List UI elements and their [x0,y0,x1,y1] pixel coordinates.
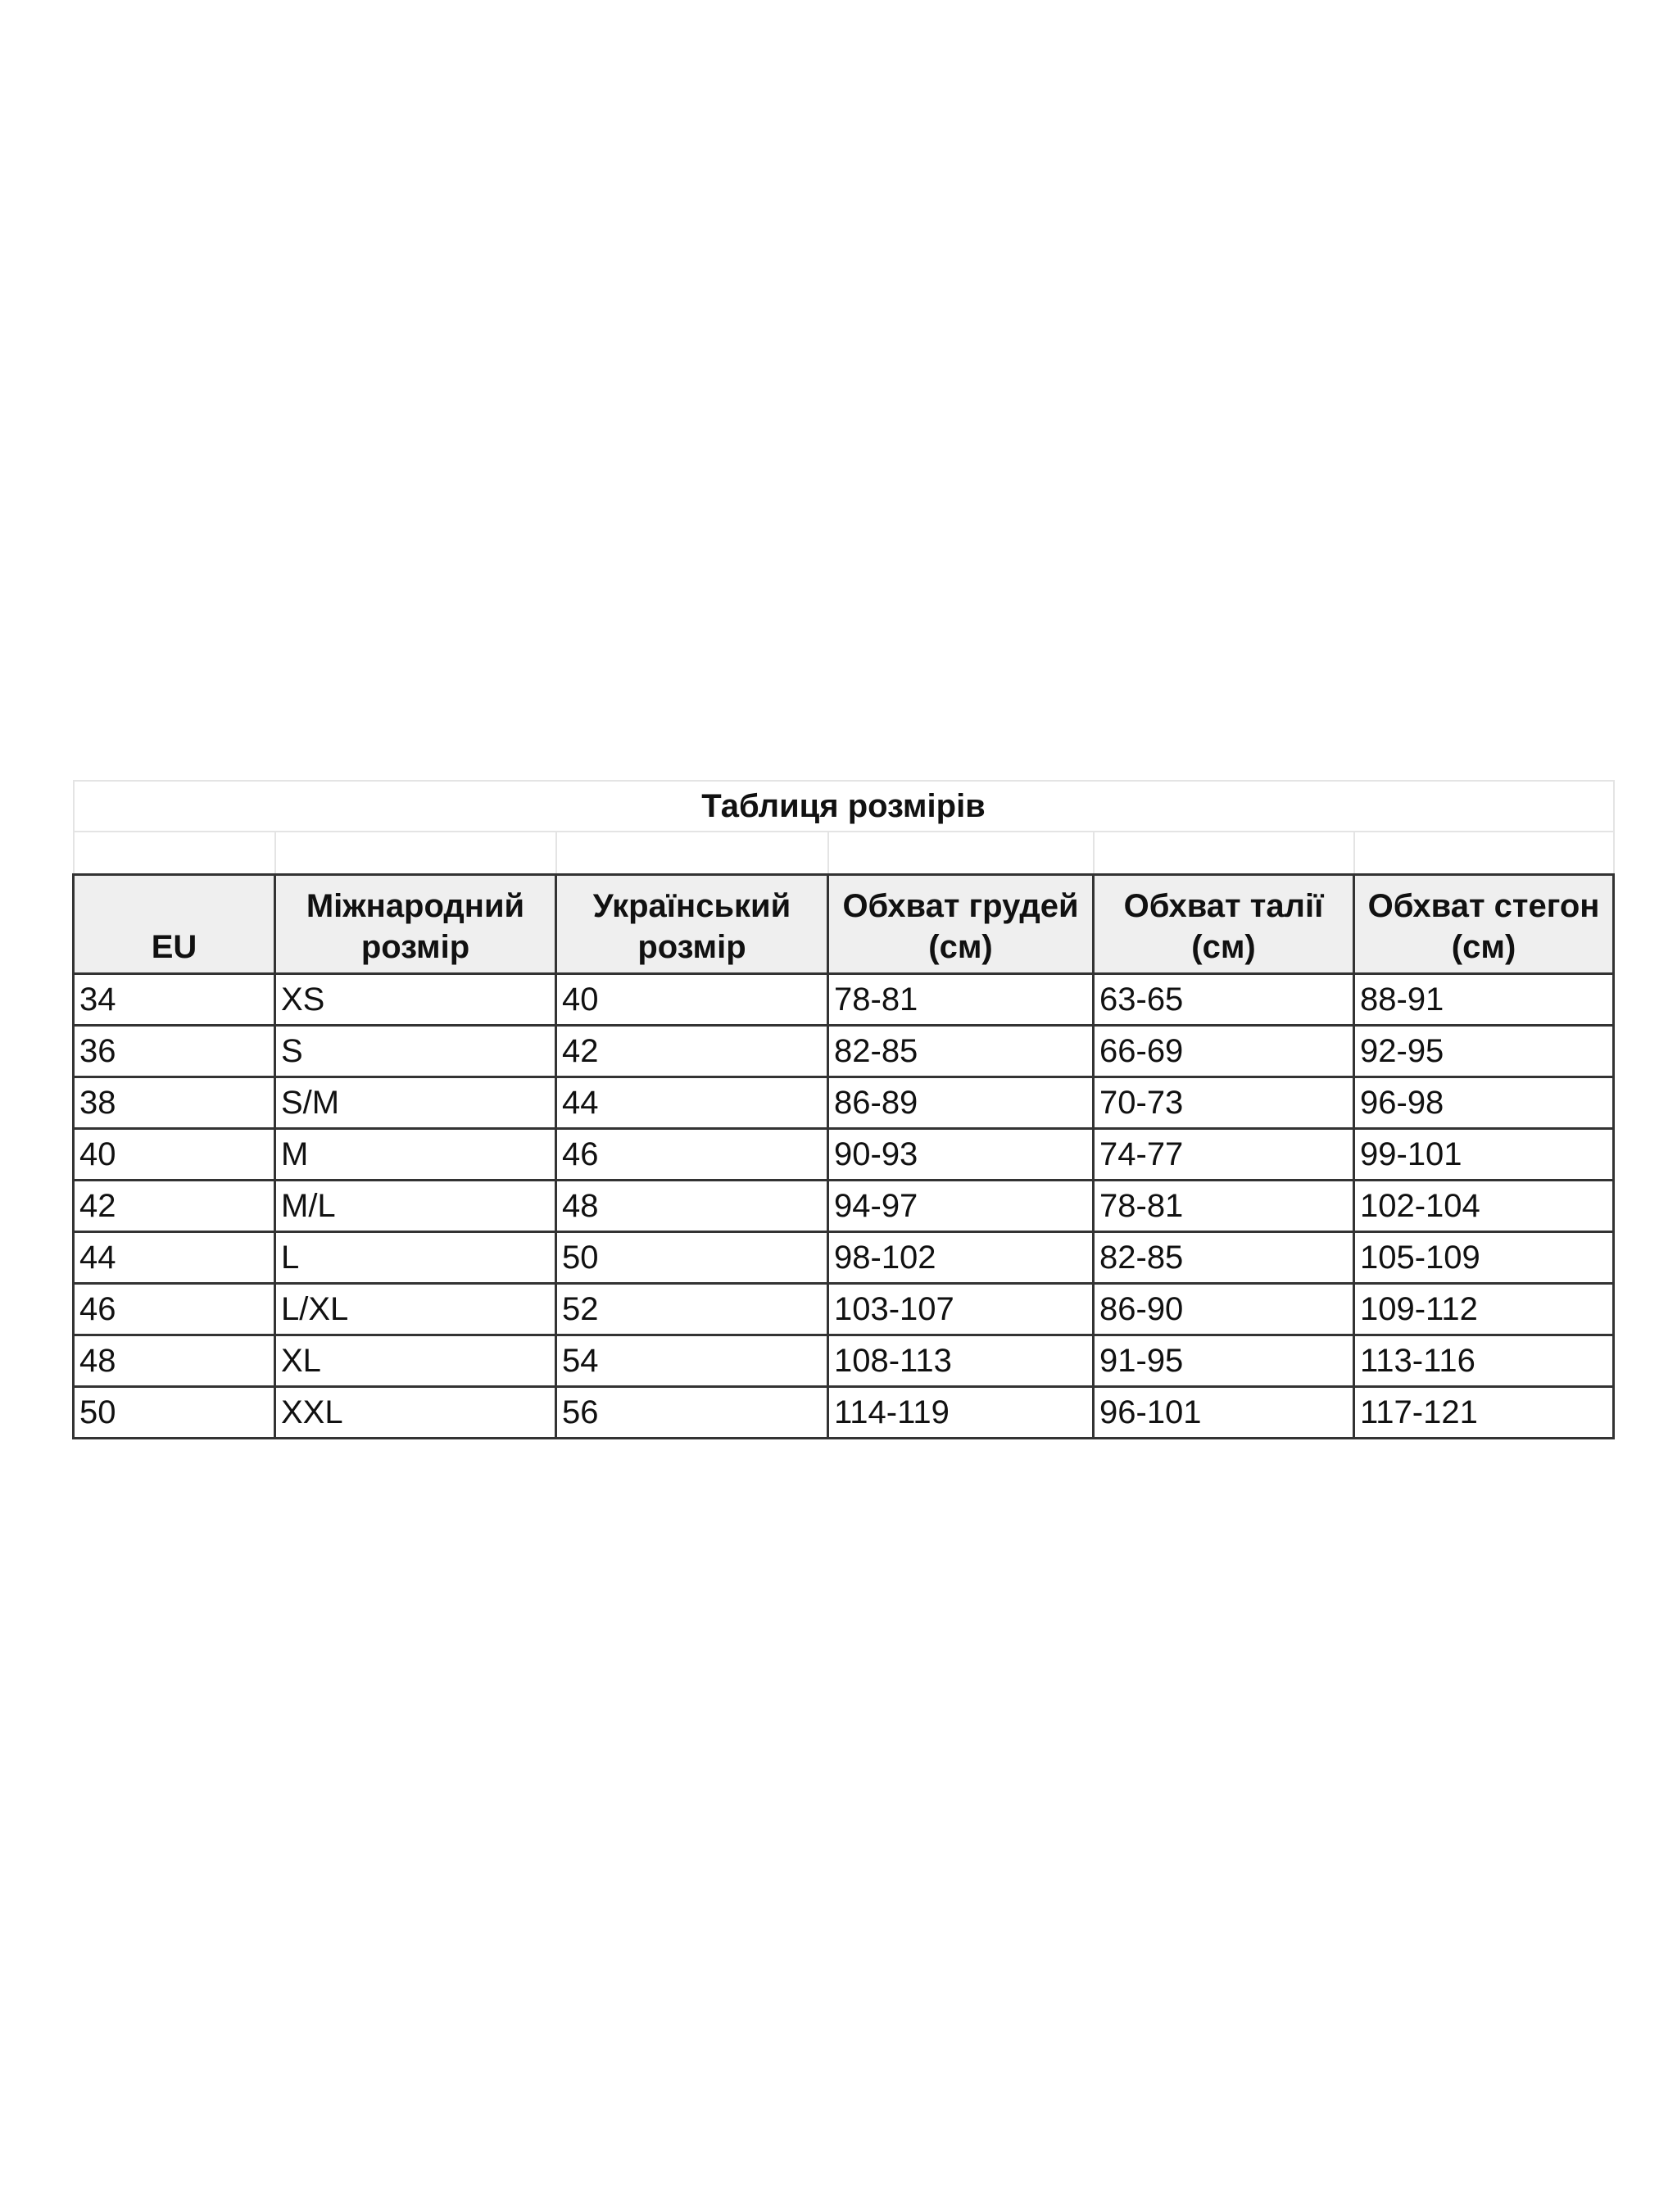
cell-hips: 96-98 [1352,1076,1616,1130]
cell-waist: 91-95 [1092,1334,1355,1388]
cell-waist: 63-65 [1092,972,1355,1027]
cell-international-size: S/M [274,1076,557,1130]
cell-international-size: XL [274,1334,557,1388]
cell-chest: 86-89 [827,1076,1095,1130]
header-eu: EU [72,873,276,975]
cell-eu: 50 [72,1385,276,1439]
cell-hips: 109-112 [1352,1282,1616,1336]
cell-chest: 90-93 [827,1127,1095,1181]
empty-row [72,832,1615,876]
empty-cell [274,832,557,876]
cell-waist: 74-77 [1092,1127,1355,1181]
header-ukrainian-size: Український розмір [555,873,829,975]
cell-hips: 102-104 [1352,1179,1616,1233]
cell-international-size: L [274,1231,557,1285]
cell-hips: 113-116 [1352,1334,1616,1388]
header-international-size: Міжнародний розмір [274,873,557,975]
empty-cell [1092,832,1355,876]
size-chart-table: Таблиця розмірів EU Міжнародний розмір У… [72,780,1616,1439]
title-row: Таблиця розмірів [72,780,1615,832]
cell-eu: 46 [72,1282,276,1336]
cell-ukrainian-size: 54 [555,1334,829,1388]
table-row: 36 S 42 82-85 66-69 92-95 [72,1024,1616,1078]
cell-waist: 78-81 [1092,1179,1355,1233]
cell-eu: 40 [72,1127,276,1181]
empty-cell [827,832,1095,876]
cell-chest: 78-81 [827,972,1095,1027]
cell-eu: 36 [72,1024,276,1078]
empty-cell [72,832,276,876]
table-title: Таблиця розмірів [72,780,1615,832]
empty-cell [1353,832,1615,876]
table-row: 34 XS 40 78-81 63-65 88-91 [72,972,1616,1027]
cell-ukrainian-size: 48 [555,1179,829,1233]
table-row: 48 XL 54 108-113 91-95 113-116 [72,1334,1616,1388]
cell-chest: 108-113 [827,1334,1095,1388]
cell-chest: 82-85 [827,1024,1095,1078]
cell-eu: 38 [72,1076,276,1130]
cell-chest: 114-119 [827,1385,1095,1439]
cell-waist: 66-69 [1092,1024,1355,1078]
cell-eu: 42 [72,1179,276,1233]
cell-eu: 48 [72,1334,276,1388]
table-row: 38 S/M 44 86-89 70-73 96-98 [72,1076,1616,1130]
cell-waist: 96-101 [1092,1385,1355,1439]
cell-ukrainian-size: 56 [555,1385,829,1439]
table-row: 40 M 46 90-93 74-77 99-101 [72,1127,1616,1181]
header-row: EU Міжнародний розмір Український розмір… [72,873,1616,975]
table-row: 44 L 50 98-102 82-85 105-109 [72,1231,1616,1285]
cell-waist: 82-85 [1092,1231,1355,1285]
cell-hips: 92-95 [1352,1024,1616,1078]
cell-international-size: L/XL [274,1282,557,1336]
table-row: 50 XXL 56 114-119 96-101 117-121 [72,1385,1616,1439]
header-hips: Обхват стегон (см) [1352,873,1616,975]
table-row: 46 L/XL 52 103-107 86-90 109-112 [72,1282,1616,1336]
cell-hips: 88-91 [1352,972,1616,1027]
cell-waist: 86-90 [1092,1282,1355,1336]
table-row: 42 M/L 48 94-97 78-81 102-104 [72,1179,1616,1233]
cell-ukrainian-size: 40 [555,972,829,1027]
cell-hips: 99-101 [1352,1127,1616,1181]
cell-waist: 70-73 [1092,1076,1355,1130]
cell-ukrainian-size: 52 [555,1282,829,1336]
header-chest: Обхват грудей (см) [827,873,1095,975]
cell-hips: 105-109 [1352,1231,1616,1285]
cell-international-size: S [274,1024,557,1078]
cell-international-size: XS [274,972,557,1027]
cell-ukrainian-size: 42 [555,1024,829,1078]
cell-ukrainian-size: 50 [555,1231,829,1285]
cell-eu: 34 [72,972,276,1027]
cell-international-size: M [274,1127,557,1181]
cell-ukrainian-size: 44 [555,1076,829,1130]
cell-chest: 98-102 [827,1231,1095,1285]
cell-chest: 94-97 [827,1179,1095,1233]
header-waist: Обхват талії (см) [1092,873,1355,975]
cell-hips: 117-121 [1352,1385,1616,1439]
cell-eu: 44 [72,1231,276,1285]
cell-international-size: M/L [274,1179,557,1233]
cell-chest: 103-107 [827,1282,1095,1336]
cell-international-size: XXL [274,1385,557,1439]
cell-ukrainian-size: 46 [555,1127,829,1181]
empty-cell [555,832,829,876]
